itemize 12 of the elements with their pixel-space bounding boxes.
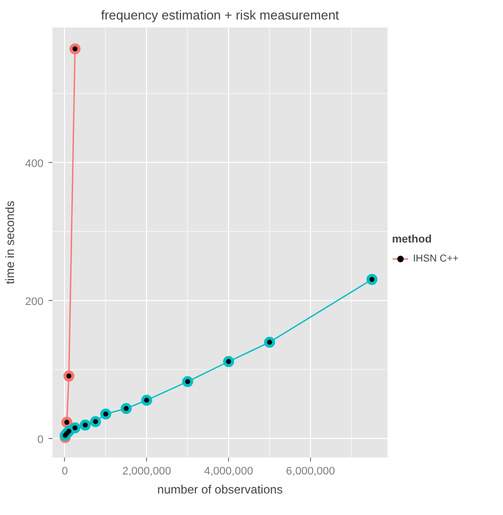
x-tick-label: 2,000,000 (122, 466, 172, 478)
legend-title: method (392, 234, 433, 246)
x-tick-label: 6,000,000 (286, 466, 335, 478)
y-tick-label: 0 (37, 434, 44, 446)
chart-title: frequency estimation + risk measurement (100, 8, 340, 22)
legend-label: IHSN C++ (413, 253, 459, 264)
y-tick-label: 400 (25, 158, 44, 170)
x-tick-label: 4,000,000 (204, 466, 254, 478)
x-axis-title: number of observations (157, 482, 283, 496)
y-axis-title: time in seconds (3, 200, 18, 284)
x-tick-label: 0 (62, 466, 68, 478)
y-tick-label: 200 (25, 296, 44, 308)
